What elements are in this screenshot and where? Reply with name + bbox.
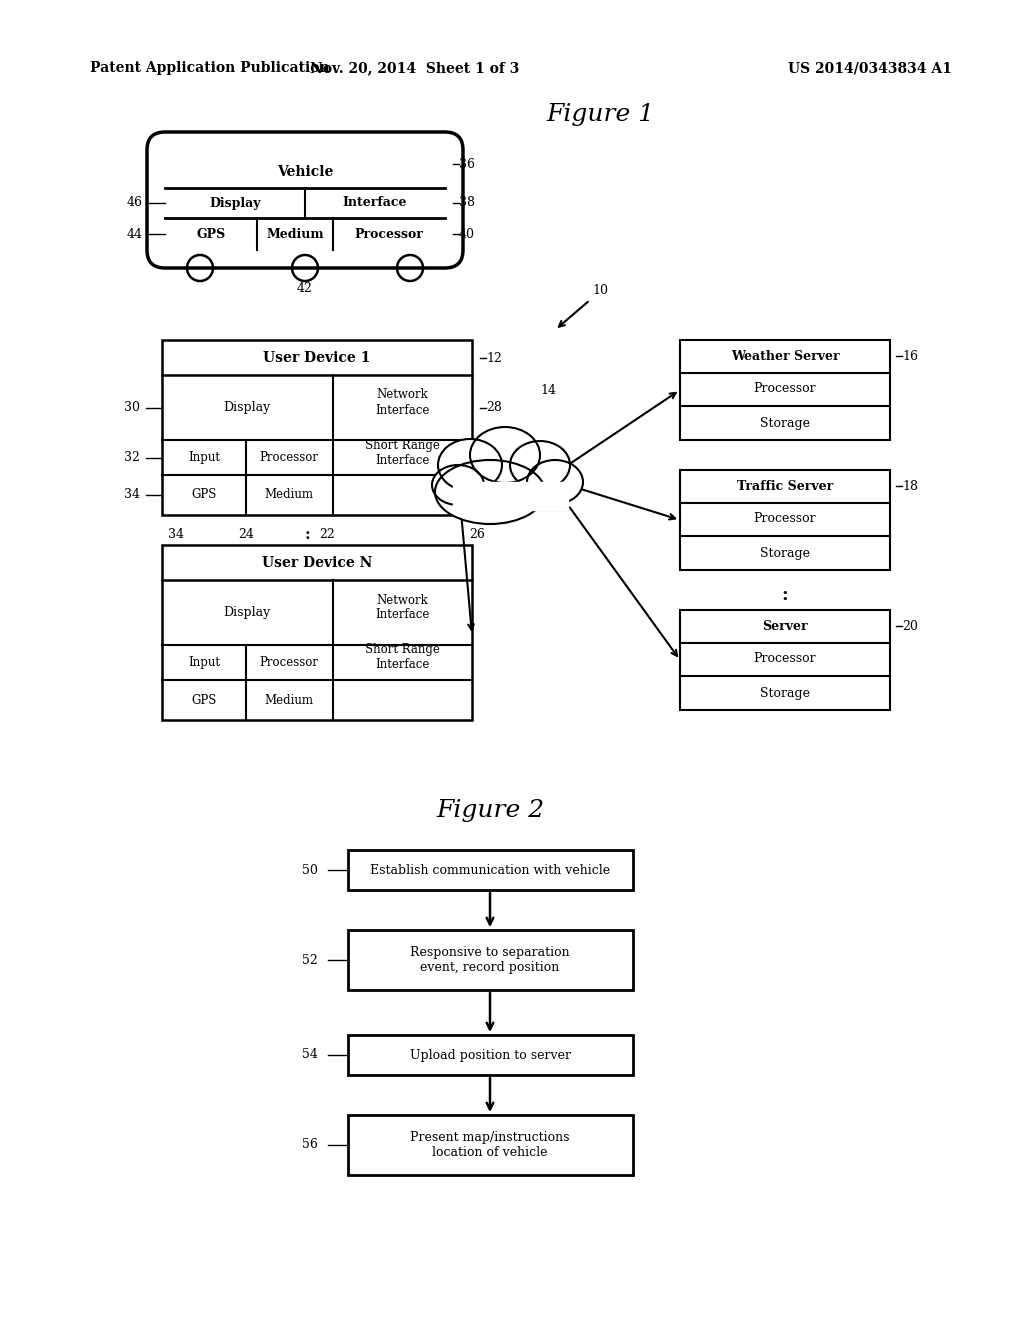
Bar: [680, 610, 890, 710]
Text: US 2014/0343834 A1: US 2014/0343834 A1: [788, 61, 952, 75]
Text: Processor: Processor: [260, 656, 318, 669]
Text: 52: 52: [302, 953, 317, 966]
Text: 28: 28: [486, 401, 502, 414]
Text: Medium: Medium: [264, 693, 313, 706]
Text: 20: 20: [902, 619, 918, 632]
Text: GPS: GPS: [197, 227, 226, 240]
Bar: [680, 341, 890, 440]
Bar: [453, 482, 568, 510]
Text: Upload position to server: Upload position to server: [410, 1048, 570, 1061]
Bar: [162, 545, 472, 719]
Text: Storage: Storage: [760, 686, 810, 700]
Text: Input: Input: [187, 656, 220, 669]
Bar: [680, 470, 890, 570]
Text: Traffic Server: Traffic Server: [737, 479, 834, 492]
Ellipse shape: [527, 459, 583, 504]
Text: Network
Interface: Network Interface: [375, 594, 429, 622]
Ellipse shape: [432, 465, 484, 506]
Text: 14: 14: [540, 384, 556, 396]
Text: Storage: Storage: [760, 417, 810, 429]
Text: 46: 46: [127, 197, 143, 210]
Text: Cloud: Cloud: [477, 498, 519, 512]
Text: Short Range
Interface: Short Range Interface: [365, 438, 439, 466]
Text: 18: 18: [902, 479, 918, 492]
Bar: [348, 850, 633, 890]
Text: Short Range
Interface: Short Range Interface: [365, 644, 439, 672]
Text: GPS: GPS: [191, 488, 216, 502]
Text: 54: 54: [302, 1048, 317, 1061]
Text: Storage: Storage: [760, 546, 810, 560]
Text: 10: 10: [592, 284, 608, 297]
Text: Weather Server: Weather Server: [731, 350, 840, 363]
Text: :: :: [781, 586, 788, 605]
Text: Display: Display: [209, 197, 261, 210]
Text: Network
Interface: Network Interface: [375, 388, 429, 417]
Text: Processor: Processor: [754, 512, 816, 525]
Text: Figure 1: Figure 1: [546, 103, 654, 127]
Text: User Device 1: User Device 1: [263, 351, 371, 366]
Text: 44: 44: [127, 227, 143, 240]
Text: 12: 12: [486, 351, 502, 364]
Text: 16: 16: [902, 350, 918, 363]
Text: Present map/instructions
location of vehicle: Present map/instructions location of veh…: [411, 1131, 569, 1159]
Text: Patent Application Publication: Patent Application Publication: [90, 61, 330, 75]
Text: 26: 26: [469, 528, 485, 541]
Bar: [348, 931, 633, 990]
Text: GPS: GPS: [191, 693, 216, 706]
Bar: [348, 1035, 633, 1074]
Text: 40: 40: [459, 227, 475, 240]
Text: Nov. 20, 2014  Sheet 1 of 3: Nov. 20, 2014 Sheet 1 of 3: [310, 61, 520, 75]
Ellipse shape: [438, 440, 502, 491]
Text: Medium: Medium: [264, 488, 313, 502]
Text: 50: 50: [302, 863, 317, 876]
Text: 22: 22: [319, 528, 336, 541]
Text: 42: 42: [297, 281, 313, 294]
Text: 36: 36: [459, 157, 475, 170]
Text: Processor: Processor: [354, 227, 424, 240]
Text: :: :: [305, 528, 310, 543]
Text: Medium: Medium: [266, 227, 324, 240]
FancyBboxPatch shape: [147, 132, 463, 268]
Text: 34: 34: [124, 488, 140, 502]
Text: 34: 34: [168, 528, 184, 541]
Ellipse shape: [470, 426, 540, 483]
Text: Establish communication with vehicle: Establish communication with vehicle: [370, 863, 610, 876]
Text: Vehicle: Vehicle: [276, 165, 333, 180]
Text: 38: 38: [459, 197, 475, 210]
Bar: [348, 1115, 633, 1175]
Bar: [162, 341, 472, 515]
Text: Processor: Processor: [754, 652, 816, 665]
Text: Input: Input: [187, 451, 220, 465]
Text: Responsive to separation
event, record position: Responsive to separation event, record p…: [411, 946, 569, 974]
Text: 30: 30: [124, 401, 140, 414]
Text: 56: 56: [302, 1138, 317, 1151]
Ellipse shape: [510, 441, 570, 488]
Text: Processor: Processor: [260, 451, 318, 465]
Text: Figure 2: Figure 2: [436, 799, 544, 821]
Text: User Device N: User Device N: [262, 556, 372, 570]
Text: 24: 24: [238, 528, 254, 541]
Text: 32: 32: [124, 451, 140, 465]
Text: Server: Server: [762, 619, 808, 632]
Text: Display: Display: [223, 606, 271, 619]
Text: Interface: Interface: [343, 197, 408, 210]
Text: Processor: Processor: [754, 383, 816, 396]
Text: Display: Display: [223, 401, 271, 414]
Ellipse shape: [435, 459, 545, 524]
